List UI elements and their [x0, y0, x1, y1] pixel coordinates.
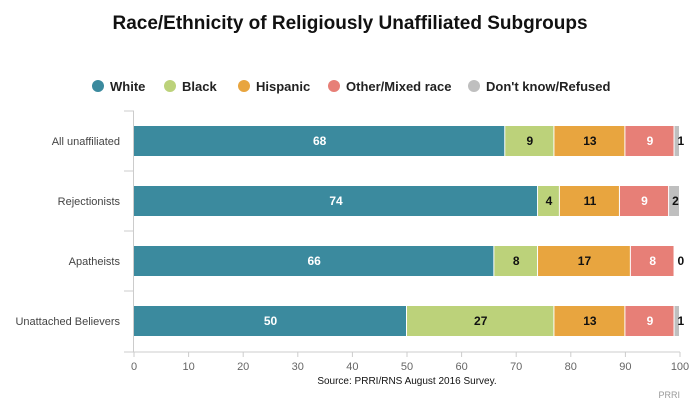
x-tick-label: 60	[455, 361, 467, 373]
bars: 68 9 13 9 1 74 4 11 9 2 66 8 17 8 0 50 27 13 9 1	[134, 126, 685, 336]
data-label: 13	[583, 314, 597, 328]
bar-segment	[625, 306, 674, 336]
bar-segment	[494, 246, 538, 276]
data-label: 1	[678, 314, 685, 328]
bar-segment	[619, 186, 669, 216]
bar-segment	[134, 306, 406, 336]
x-tick-label: 70	[510, 361, 522, 373]
legend-swatch	[92, 80, 104, 92]
bar-segment	[559, 186, 619, 216]
x-tick-label: 10	[182, 361, 194, 373]
data-label: 27	[474, 314, 488, 328]
data-label: 66	[308, 254, 322, 268]
category-label: Apatheists	[69, 256, 121, 268]
legend-label[interactable]: White	[110, 79, 145, 94]
bar-segment	[407, 306, 554, 336]
bar-segment	[134, 126, 505, 156]
data-label: 50	[264, 314, 278, 328]
x-tick-label: 20	[237, 361, 249, 373]
bar-segment	[554, 126, 625, 156]
legend-label[interactable]: Don't know/Refused	[486, 79, 610, 94]
bar-segment	[630, 246, 674, 276]
category-label: Rejectionists	[58, 196, 121, 208]
bar-segment	[134, 186, 538, 216]
legend-swatch	[328, 80, 340, 92]
data-label: 68	[313, 134, 327, 148]
x-tick-label: 0	[131, 361, 137, 373]
legend-swatch	[468, 80, 480, 92]
data-label: 8	[649, 254, 656, 268]
data-label: 9	[647, 314, 654, 328]
data-label: 1	[678, 134, 685, 148]
bar-segment	[669, 186, 679, 216]
x-tick-label: 30	[292, 361, 304, 373]
bar-segment	[134, 246, 494, 276]
bar-segment	[505, 126, 554, 156]
legend-swatch	[164, 80, 176, 92]
data-label: 13	[583, 134, 597, 148]
source-note: Source: PRRI/RNS August 2016 Survey.	[317, 376, 496, 387]
legend-label[interactable]: Other/Mixed race	[346, 79, 452, 94]
category-label: Unattached Believers	[15, 316, 120, 328]
data-label: 74	[329, 194, 343, 208]
x-tick-label: 50	[401, 361, 413, 373]
credit: PRRI	[658, 390, 680, 400]
data-label: 2	[672, 194, 679, 208]
legend-label[interactable]: Hispanic	[256, 79, 310, 94]
data-label: 0	[678, 254, 685, 268]
bar-segment	[674, 126, 679, 156]
data-label: 8	[513, 254, 520, 268]
data-label: 17	[578, 254, 592, 268]
x-tick-label: 90	[619, 361, 631, 373]
bar-segment	[538, 246, 630, 276]
x-tick-label: 100	[671, 361, 689, 373]
legend-swatch	[238, 80, 250, 92]
bar-segment	[674, 306, 679, 336]
bar-segment	[538, 186, 559, 216]
x-tick-label: 40	[346, 361, 358, 373]
data-label: 11	[584, 194, 597, 208]
data-label: 9	[527, 134, 534, 148]
data-label: 9	[647, 134, 654, 148]
category-label: All unaffiliated	[52, 136, 120, 148]
legend: White Black Hispanic Other/Mixed race Don't …	[92, 79, 610, 94]
bar-segment	[554, 306, 625, 336]
x-tick-label: 80	[565, 361, 577, 373]
data-label: 4	[546, 194, 553, 208]
bar-segment	[625, 126, 674, 156]
legend-label[interactable]: Black	[182, 79, 217, 94]
data-label: 9	[641, 194, 648, 208]
chart-title: Race/Ethnicity of Religiously Unaffiliat…	[112, 13, 587, 34]
